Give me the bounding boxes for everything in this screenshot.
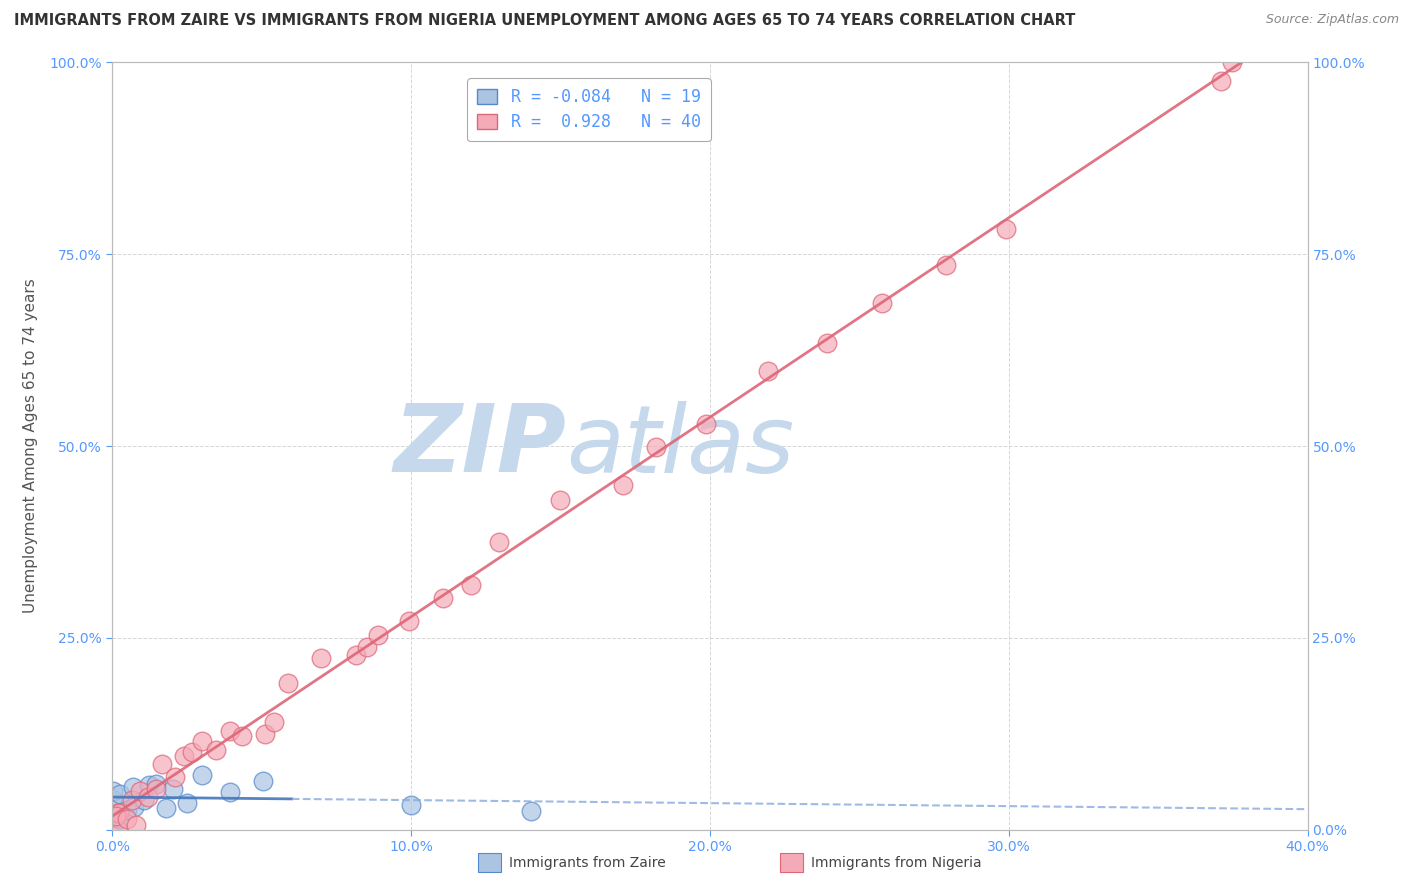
- Point: [108, 812, 131, 826]
- Point: [145, 777, 167, 791]
- Point: [401, 798, 423, 813]
- Point: [150, 757, 173, 772]
- Point: [612, 477, 634, 491]
- Point: [398, 615, 420, 629]
- Point: [356, 640, 378, 655]
- Point: [548, 493, 571, 508]
- Point: [252, 774, 274, 789]
- Text: Immigrants from Zaire: Immigrants from Zaire: [509, 855, 665, 870]
- Point: [162, 781, 184, 796]
- Point: [125, 818, 148, 832]
- Text: ZIP: ZIP: [394, 400, 567, 492]
- Point: [129, 784, 152, 798]
- Point: [122, 780, 145, 794]
- Point: [994, 222, 1017, 236]
- Point: [117, 804, 139, 818]
- Point: [935, 258, 957, 272]
- Point: [1211, 74, 1233, 88]
- Point: [105, 806, 128, 821]
- Point: [122, 800, 145, 814]
- Point: [110, 787, 132, 801]
- Point: [104, 811, 127, 825]
- Point: [173, 748, 195, 763]
- Text: Immigrants from Nigeria: Immigrants from Nigeria: [811, 855, 981, 870]
- Point: [101, 792, 124, 806]
- Point: [645, 440, 668, 454]
- Point: [155, 801, 177, 815]
- Point: [870, 295, 893, 310]
- Point: [163, 770, 186, 784]
- Point: [115, 812, 138, 826]
- Point: [136, 789, 159, 804]
- Point: [190, 767, 212, 781]
- Legend: R = -0.084   N = 19, R =  0.928   N = 40: R = -0.084 N = 19, R = 0.928 N = 40: [467, 78, 710, 141]
- Point: [107, 822, 129, 837]
- Point: [520, 804, 543, 818]
- Point: [121, 792, 143, 806]
- Point: [815, 335, 838, 350]
- Point: [132, 793, 155, 807]
- Point: [263, 714, 285, 729]
- Point: [138, 778, 160, 792]
- Point: [231, 730, 253, 744]
- Point: [756, 364, 779, 378]
- Point: [107, 806, 129, 821]
- Point: [219, 724, 242, 739]
- Point: [176, 796, 198, 810]
- Point: [277, 676, 299, 690]
- Point: [367, 628, 389, 642]
- Point: [205, 743, 228, 757]
- Point: [191, 734, 214, 748]
- Point: [488, 535, 510, 549]
- Text: atlas: atlas: [567, 401, 794, 491]
- Text: IMMIGRANTS FROM ZAIRE VS IMMIGRANTS FROM NIGERIA UNEMPLOYMENT AMONG AGES 65 TO 7: IMMIGRANTS FROM ZAIRE VS IMMIGRANTS FROM…: [14, 13, 1076, 29]
- Point: [145, 782, 167, 797]
- Point: [218, 785, 240, 799]
- Point: [695, 417, 717, 432]
- Point: [344, 648, 367, 662]
- Text: Source: ZipAtlas.com: Source: ZipAtlas.com: [1265, 13, 1399, 27]
- Point: [253, 727, 276, 741]
- Point: [101, 784, 124, 798]
- Point: [181, 745, 204, 759]
- Point: [309, 651, 332, 665]
- Point: [432, 591, 454, 606]
- Point: [104, 809, 127, 823]
- Point: [460, 577, 482, 591]
- Point: [1222, 55, 1244, 70]
- Y-axis label: Unemployment Among Ages 65 to 74 years: Unemployment Among Ages 65 to 74 years: [24, 278, 38, 614]
